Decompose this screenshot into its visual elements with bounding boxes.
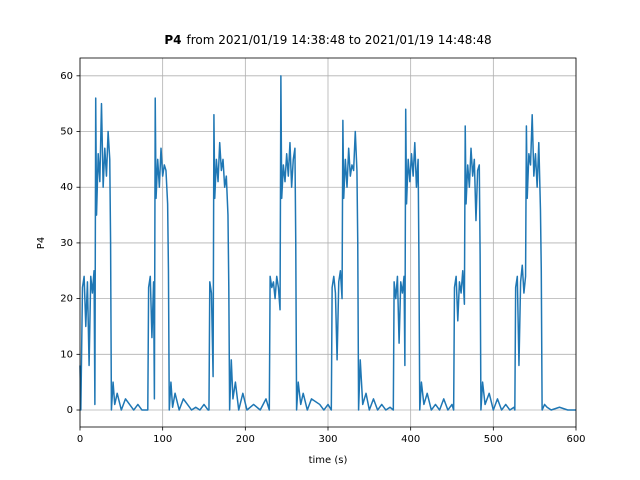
y-tick-label: 50 (60, 127, 73, 138)
x-tick-label: 600 (566, 434, 585, 445)
y-tick-label: 20 (60, 294, 73, 305)
x-tick-label: 300 (318, 434, 337, 445)
title-rest: from 2021/01/19 14:38:48 to 2021/01/19 1… (186, 33, 491, 47)
x-tick-label: 400 (401, 434, 420, 445)
tick-layer: 0 100 200 300 400 500 600 0 10 20 30 40 50 60 (60, 71, 585, 445)
y-tick-label: 40 (60, 182, 73, 193)
y-axis-label: P4 (36, 237, 47, 249)
y-tick-label: 0 (67, 405, 73, 416)
y-tick-label: 10 (60, 349, 73, 360)
title-bold: P4 (164, 33, 181, 47)
x-tick-label: 500 (484, 434, 503, 445)
data-line (79, 75, 576, 411)
plot-layer (79, 75, 576, 411)
y-tick-label: 60 (60, 71, 73, 82)
chart-title: P4 from 2021/01/19 14:38:48 to 2021/01/19… (164, 33, 491, 47)
y-tick-label: 30 (60, 238, 73, 249)
x-tick-label: 0 (77, 434, 83, 445)
x-axis-label: time (s) (309, 455, 348, 466)
x-tick-label: 100 (153, 434, 172, 445)
grid-layer (79, 58, 577, 427)
x-tick-label: 200 (236, 434, 255, 445)
